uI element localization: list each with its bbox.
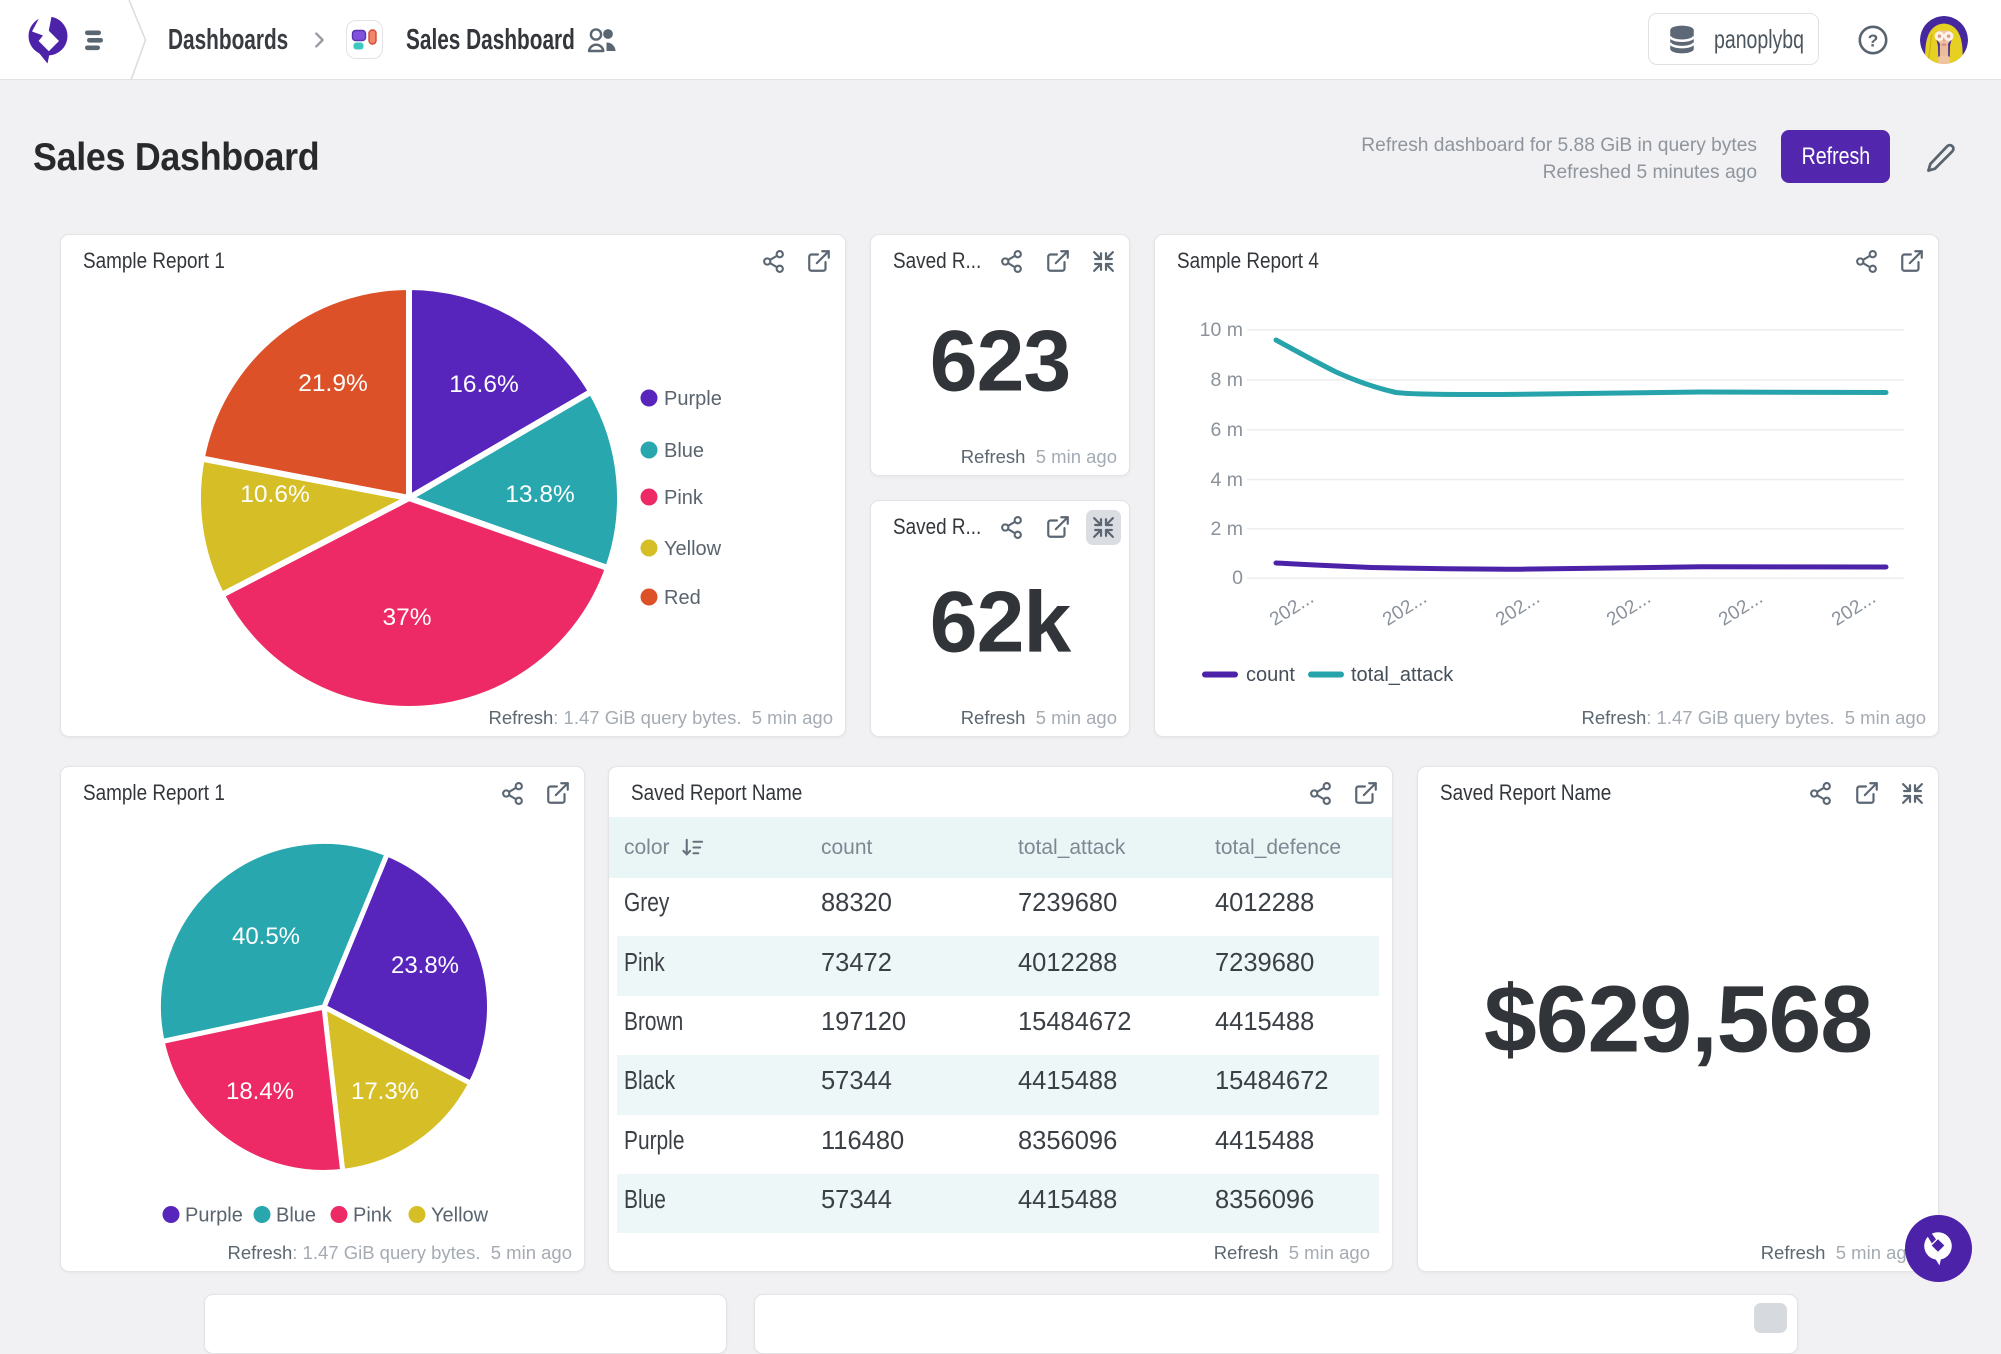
svg-text:202...: 202... <box>1715 587 1766 630</box>
svg-text:37%: 37% <box>382 604 431 631</box>
svg-text:count: count <box>1246 664 1295 686</box>
svg-text:16.6%: 16.6% <box>449 371 518 398</box>
svg-text:2 m: 2 m <box>1210 518 1243 540</box>
svg-text:202...: 202... <box>1828 587 1879 630</box>
svg-text:4 m: 4 m <box>1210 469 1243 491</box>
svg-text:6 m: 6 m <box>1210 419 1243 441</box>
svg-text:18.4%: 18.4% <box>226 1078 294 1105</box>
svg-text:Pink: Pink <box>664 487 704 509</box>
svg-text:Purple: Purple <box>664 388 722 410</box>
svg-text:0: 0 <box>1232 567 1243 589</box>
svg-text:Blue: Blue <box>664 440 704 462</box>
svg-text:202...: 202... <box>1603 587 1654 630</box>
svg-text:202...: 202... <box>1379 587 1430 630</box>
svg-text:total_attack: total_attack <box>1351 664 1454 686</box>
svg-text:Purple: Purple <box>185 1205 243 1227</box>
svg-text:Yellow: Yellow <box>431 1205 489 1227</box>
svg-text:Pink: Pink <box>353 1205 393 1227</box>
svg-text:?: ? <box>1868 31 1879 51</box>
svg-text:21.9%: 21.9% <box>298 370 367 397</box>
svg-text:13.8%: 13.8% <box>505 481 574 508</box>
svg-text:17.3%: 17.3% <box>351 1078 419 1105</box>
svg-text:202...: 202... <box>1492 587 1543 630</box>
svg-text:8 m: 8 m <box>1210 369 1243 391</box>
svg-text:Yellow: Yellow <box>664 538 722 560</box>
svg-text:202...: 202... <box>1266 587 1317 630</box>
svg-text:40.5%: 40.5% <box>232 923 300 950</box>
svg-text:10.6%: 10.6% <box>240 481 309 508</box>
svg-text:10 m: 10 m <box>1200 319 1243 341</box>
svg-text:Blue: Blue <box>276 1205 316 1227</box>
svg-text:Red: Red <box>664 587 701 609</box>
svg-text:23.8%: 23.8% <box>391 952 459 979</box>
